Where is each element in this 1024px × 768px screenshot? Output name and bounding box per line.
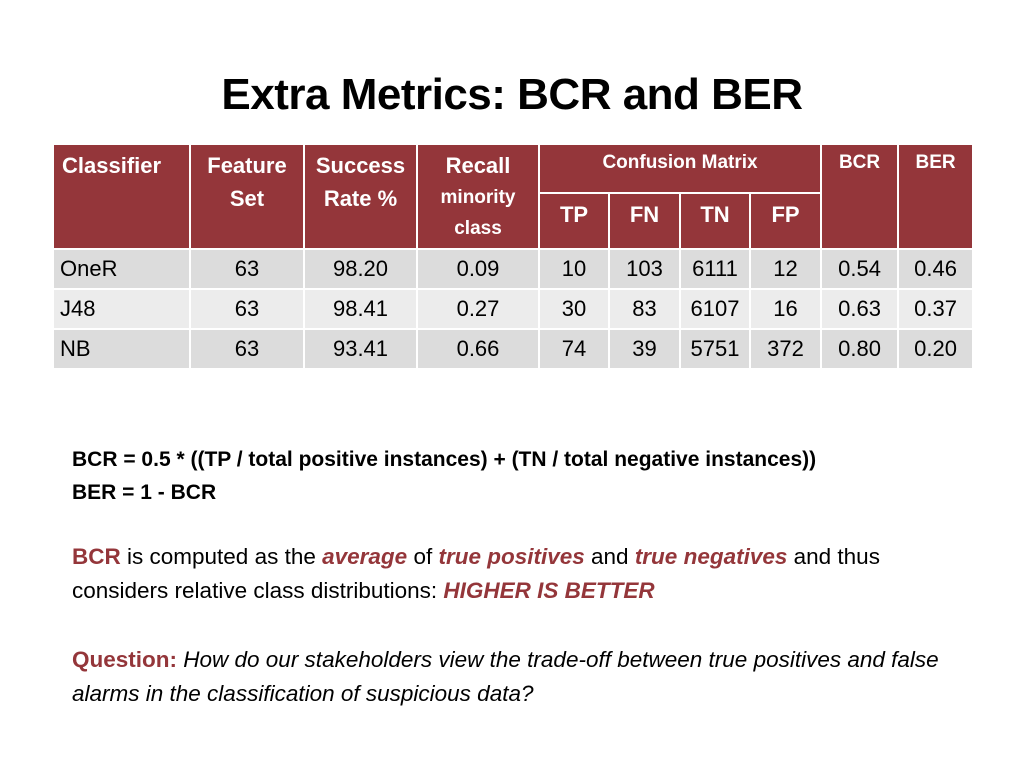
table-row: NB 63 93.41 0.66 74 39 5751 372 0.80 0.2… bbox=[52, 328, 975, 370]
bcr-term: BCR bbox=[72, 544, 121, 569]
cell-bcr: 0.54 bbox=[820, 248, 900, 290]
cell-ber: 0.46 bbox=[897, 248, 975, 290]
cell-tn: 6107 bbox=[679, 288, 751, 330]
cell-tn: 6111 bbox=[679, 248, 751, 290]
true-positives-term: true positives bbox=[438, 544, 585, 569]
header-ber: BER bbox=[897, 143, 975, 250]
cell-tp: 74 bbox=[538, 328, 610, 370]
cell-success-rate: 93.41 bbox=[303, 328, 418, 370]
cell-feature-set: 63 bbox=[189, 328, 305, 370]
header-recall-label: Recall bbox=[445, 153, 511, 178]
header-classifier: Classifier bbox=[52, 143, 191, 250]
cell-recall: 0.27 bbox=[416, 288, 540, 330]
table-row: OneR 63 98.20 0.09 10 103 6111 12 0.54 0… bbox=[52, 248, 975, 290]
cell-feature-set: 63 bbox=[189, 288, 305, 330]
cell-fp: 372 bbox=[748, 328, 823, 370]
cell-ber: 0.20 bbox=[897, 328, 975, 370]
cell-fn: 103 bbox=[608, 248, 681, 290]
formula-block: BCR = 0.5 * ((TP / total positive instan… bbox=[72, 443, 816, 509]
header-row: Classifier Feature Set Success Rate % Re… bbox=[52, 142, 975, 250]
cell-recall: 0.09 bbox=[416, 248, 540, 290]
cell-tp: 10 bbox=[538, 248, 610, 290]
header-feature-set: Feature Set bbox=[189, 143, 305, 250]
cell-tp: 30 bbox=[538, 288, 610, 330]
cell-fn: 39 bbox=[608, 328, 681, 370]
cell-classifier: OneR bbox=[52, 248, 191, 290]
higher-is-better-emphasis: HIGHER IS BETTER bbox=[443, 578, 655, 603]
metrics-table: Classifier Feature Set Success Rate % Re… bbox=[52, 142, 975, 370]
slide-title: Extra Metrics: BCR and BER bbox=[221, 70, 803, 119]
question-paragraph: Question: How do our stakeholders view t… bbox=[72, 643, 972, 711]
text-segment: and bbox=[584, 544, 635, 569]
question-label: Question: bbox=[72, 647, 177, 672]
cell-recall: 0.66 bbox=[416, 328, 540, 370]
header-recall: Recall minority class bbox=[416, 143, 540, 250]
cell-fp: 16 bbox=[748, 288, 823, 330]
average-term: average bbox=[322, 544, 408, 569]
ber-formula: BER = 1 - BCR bbox=[72, 481, 217, 504]
header-recall-sub: minority class bbox=[440, 187, 516, 239]
cell-bcr: 0.63 bbox=[820, 288, 900, 330]
true-negatives-term: true negatives bbox=[634, 544, 788, 569]
cell-fp: 12 bbox=[748, 248, 823, 290]
header-tp: TP bbox=[538, 192, 610, 250]
cell-bcr: 0.80 bbox=[820, 328, 900, 370]
header-fp: FP bbox=[748, 192, 823, 250]
header-fn: FN bbox=[608, 192, 681, 250]
question-text: How do our stakeholders view the trade-o… bbox=[72, 647, 939, 706]
text-segment: of bbox=[407, 544, 439, 569]
cell-classifier: NB bbox=[52, 328, 191, 370]
bcr-explanation: BCR is computed as the average of true p… bbox=[72, 540, 972, 608]
header-bcr: BCR bbox=[820, 143, 900, 250]
text-segment: and thus considers relative class distri… bbox=[72, 544, 880, 603]
cell-feature-set: 63 bbox=[189, 248, 305, 290]
cell-fn: 83 bbox=[608, 288, 681, 330]
cell-success-rate: 98.41 bbox=[303, 288, 418, 330]
subheader-row: TP FN TN FP bbox=[53, 192, 973, 250]
text-segment: is computed as the bbox=[120, 544, 323, 569]
cell-success-rate: 98.20 bbox=[303, 248, 418, 290]
header-success-rate: Success Rate % bbox=[303, 143, 418, 250]
table-row: J48 63 98.41 0.27 30 83 6107 16 0.63 0.3… bbox=[52, 288, 975, 330]
bcr-formula: BCR = 0.5 * ((TP / total positive instan… bbox=[72, 448, 817, 471]
header-confusion-matrix: Confusion Matrix bbox=[537, 142, 823, 195]
header-tn: TN bbox=[679, 192, 751, 250]
cell-classifier: J48 bbox=[52, 288, 191, 330]
cell-tn: 5751 bbox=[679, 328, 751, 370]
cell-ber: 0.37 bbox=[897, 288, 975, 330]
